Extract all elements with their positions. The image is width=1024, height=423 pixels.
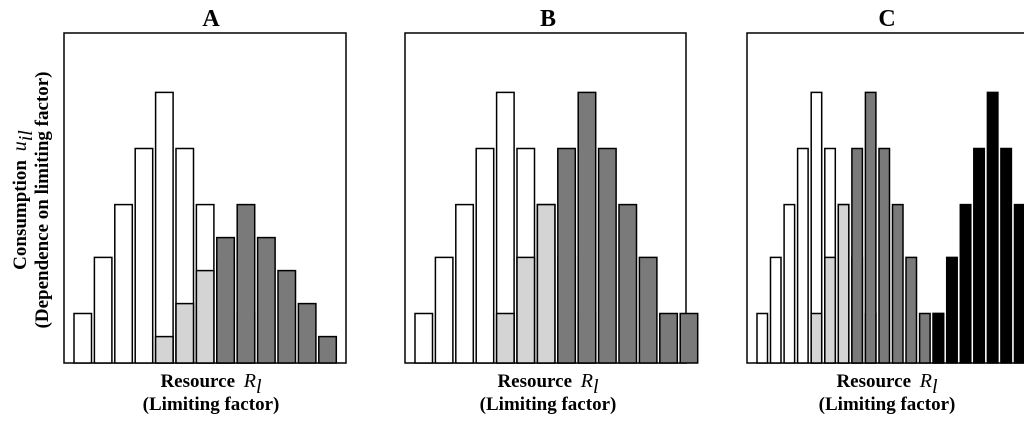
bar-b-medium-6	[679, 312, 699, 364]
panel-title-c: C	[878, 6, 895, 32]
bar-a-white-0	[73, 312, 93, 364]
bar-c-white-0	[756, 312, 769, 364]
bars-a	[73, 91, 338, 364]
bar-b-medium-1	[577, 91, 597, 364]
bar-c-medium-4	[905, 256, 918, 364]
x-label-a-symbol: R	[243, 370, 256, 392]
panel-c: C Resource Rl (Limiting factor)	[746, 6, 1024, 415]
y-label-line1: Consumption	[10, 160, 31, 270]
x-label-c-line1: Resource Rl	[836, 370, 938, 398]
bar-b-light-1	[516, 256, 536, 364]
y-axis-label: Consumption uil (Dependence on limiting …	[9, 72, 53, 329]
bar-c-black-4	[986, 91, 999, 364]
bar-b-medium-0	[557, 147, 577, 364]
bar-b-light-2	[536, 203, 556, 364]
y-label-subscript: il	[15, 130, 37, 142]
bar-b-medium-2	[597, 147, 617, 364]
x-label-b-text: Resource	[497, 371, 572, 392]
x-label-a-subscript: l	[256, 376, 262, 398]
bar-a-white-3	[134, 147, 154, 364]
x-label-c-subscript: l	[932, 376, 938, 398]
svg-text:Consumption uil: Consumption uil	[9, 130, 37, 270]
bar-a-medium-4	[297, 302, 317, 364]
bar-c-light-2	[837, 203, 850, 364]
x-label-a-line2: (Limiting factor)	[143, 394, 280, 415]
bar-b-medium-5	[659, 312, 679, 364]
panel-title-a: A	[202, 6, 220, 32]
bar-c-medium-3	[891, 203, 904, 364]
bar-c-medium-1	[864, 91, 877, 364]
bar-c-medium-5	[918, 312, 931, 364]
bar-a-white-2	[114, 203, 134, 364]
bar-b-white-2	[455, 203, 475, 364]
bar-c-white-1	[769, 256, 782, 364]
bar-c-medium-2	[878, 147, 891, 364]
bar-b-white-1	[434, 256, 454, 364]
x-label-c-text: Resource	[836, 371, 911, 392]
x-label-b-subscript: l	[593, 376, 599, 398]
bar-c-black-2	[959, 203, 972, 364]
bar-c-medium-0	[851, 147, 864, 364]
bar-a-light-1	[175, 302, 195, 364]
bar-a-medium-1	[236, 203, 256, 364]
x-label-b-line2: (Limiting factor)	[480, 394, 617, 415]
x-label-c-symbol: R	[919, 370, 932, 392]
bar-c-black-0	[932, 312, 945, 364]
bar-b-medium-4	[638, 256, 658, 364]
x-label-b-symbol: R	[580, 370, 593, 392]
x-label-c-line2: (Limiting factor)	[819, 394, 956, 415]
bar-a-white-1	[93, 256, 113, 364]
y-label-line2: (Dependence on limiting factor)	[32, 72, 53, 329]
bar-c-black-1	[945, 256, 958, 364]
panel-b: B Resource Rl (Limiting factor)	[404, 6, 699, 415]
panel-a: A Resource Rl (Limiting factor)	[63, 6, 347, 415]
bar-c-light-0	[810, 312, 823, 364]
bar-a-light-2	[195, 269, 215, 364]
bars-c	[756, 91, 1024, 364]
bar-a-medium-2	[256, 236, 276, 364]
bars-b	[414, 91, 699, 364]
bar-c-black-6	[1013, 203, 1024, 364]
bar-b-white-3	[475, 147, 495, 364]
bar-c-white-2	[783, 203, 796, 364]
bar-a-medium-3	[277, 269, 297, 364]
bar-a-medium-5	[318, 335, 338, 364]
bar-b-light-0	[495, 312, 515, 364]
bar-b-medium-3	[618, 203, 638, 364]
bar-c-black-5	[1000, 147, 1013, 364]
y-label-symbol: u	[9, 141, 31, 151]
x-label-a-text: Resource	[160, 371, 235, 392]
bar-c-white-3	[796, 147, 809, 364]
bar-a-white-4	[154, 91, 174, 364]
bar-c-black-3	[973, 147, 986, 364]
x-label-b-line1: Resource Rl	[497, 370, 599, 398]
x-label-a-line1: Resource Rl	[160, 370, 262, 398]
bar-a-medium-0	[216, 236, 236, 364]
bar-a-light-0	[154, 335, 174, 364]
bar-c-light-1	[824, 256, 837, 364]
bar-b-white-0	[414, 312, 434, 364]
panel-title-b: B	[540, 6, 556, 32]
